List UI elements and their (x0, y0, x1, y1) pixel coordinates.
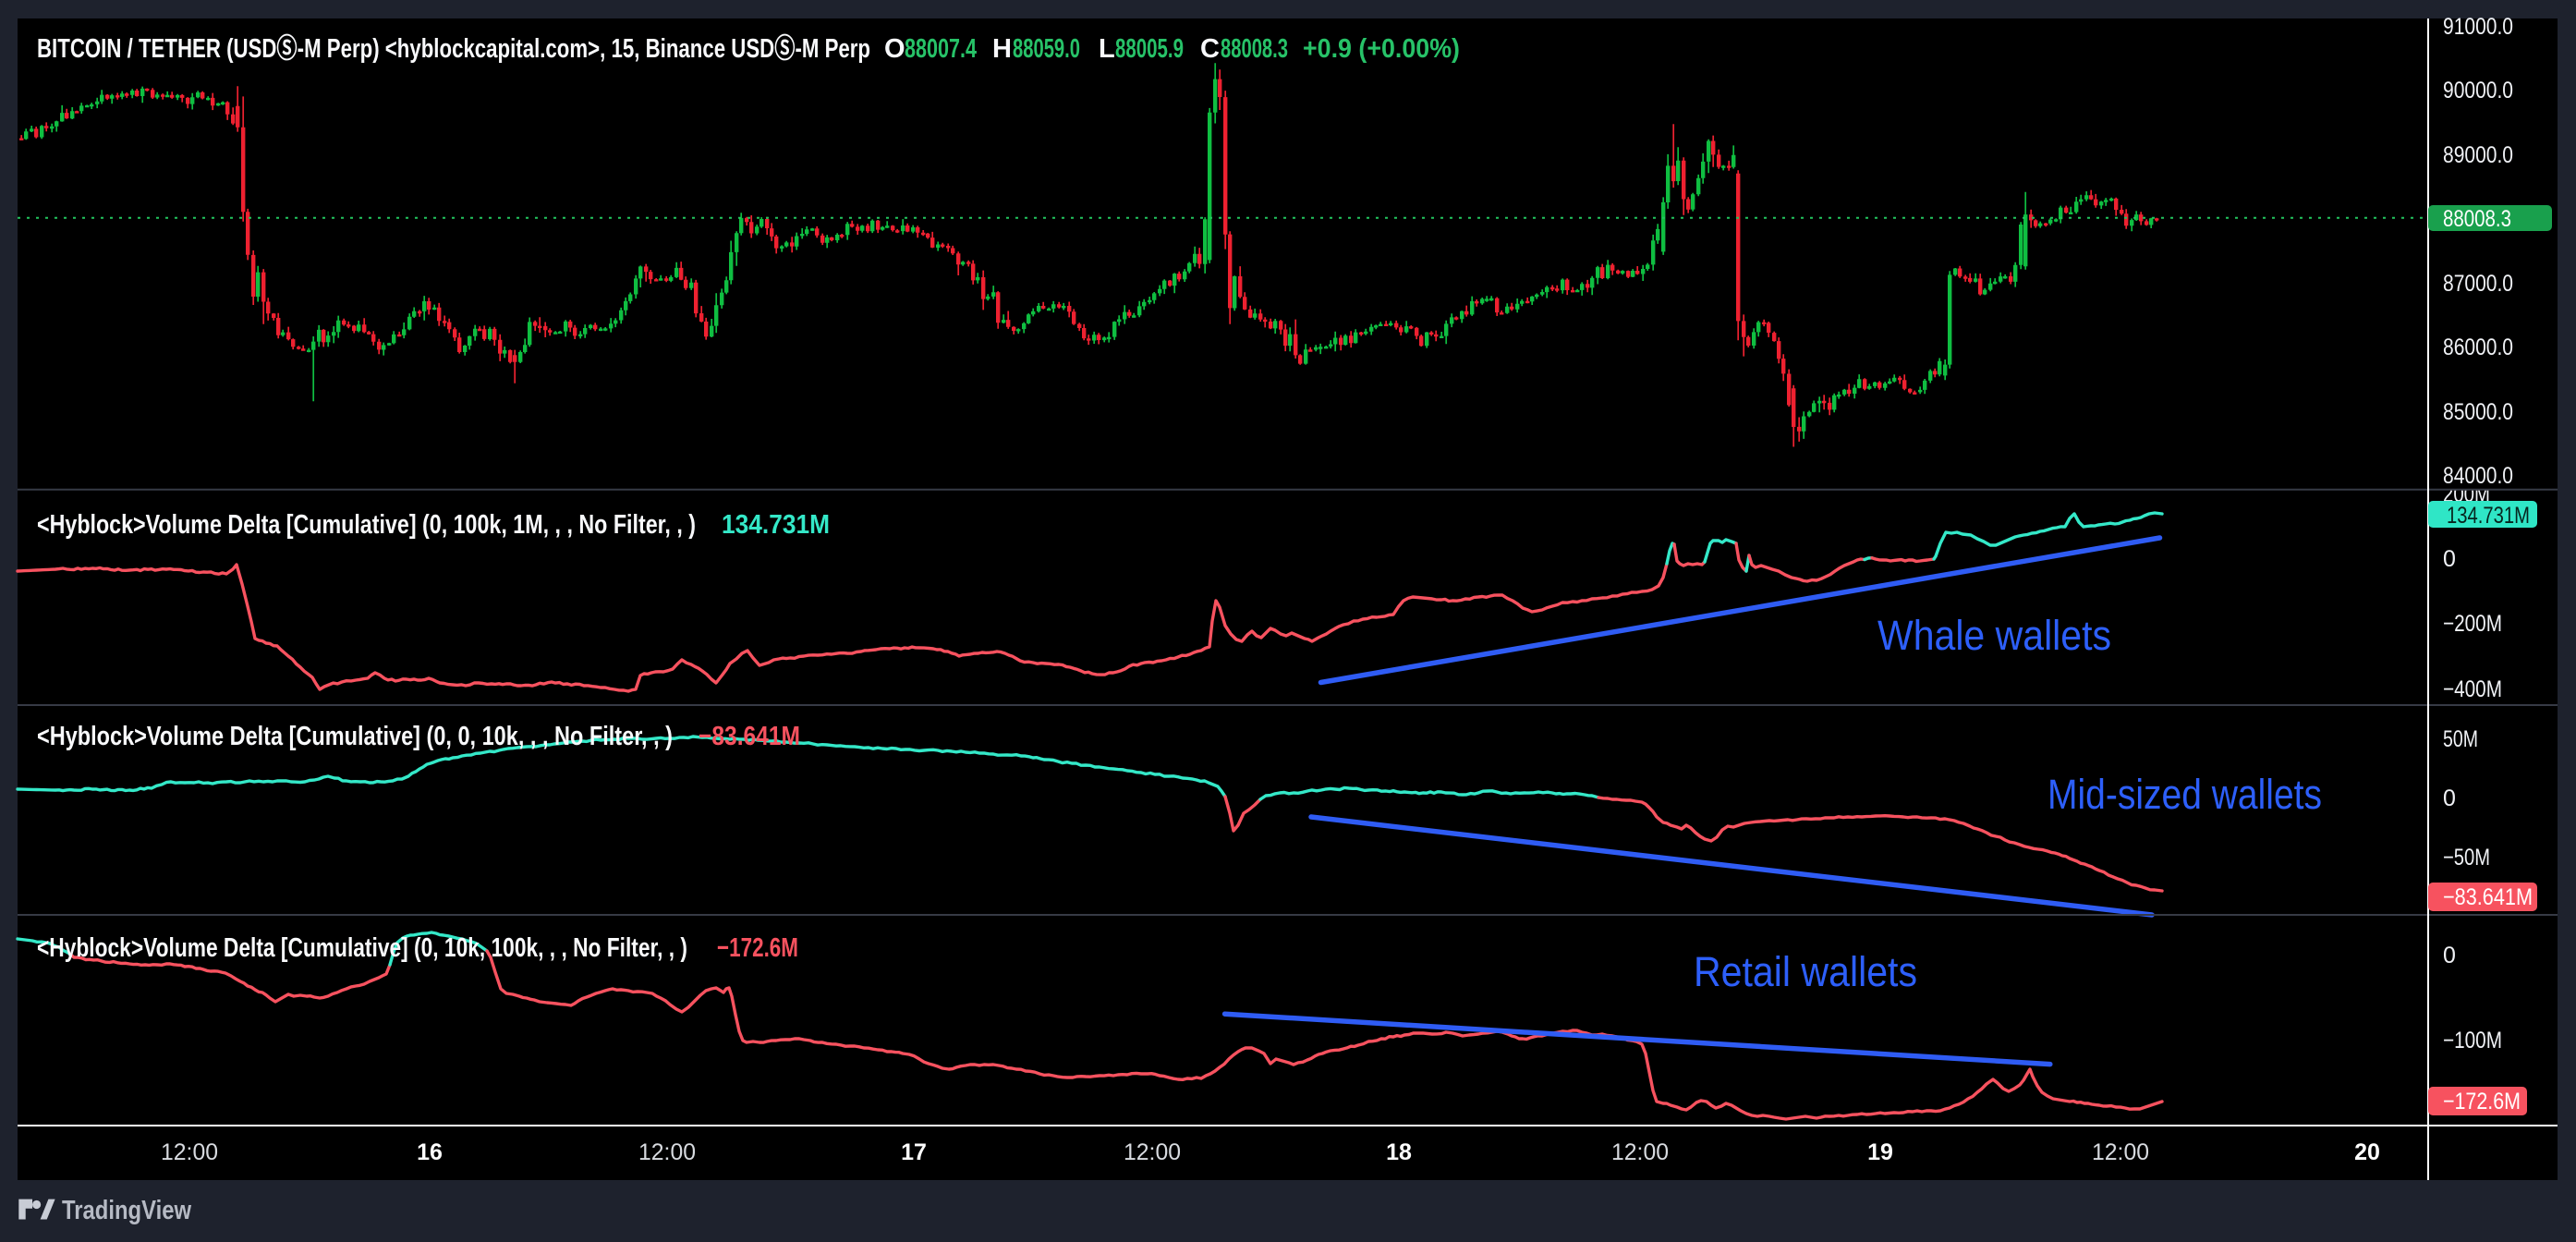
svg-text:87000.0: 87000.0 (2443, 271, 2513, 297)
svg-text:Retail wallets: Retail wallets (1694, 948, 1917, 995)
svg-text:50M: 50M (2443, 726, 2478, 752)
svg-text:134.731M: 134.731M (722, 510, 830, 540)
svg-text:TradingView: TradingView (62, 1196, 191, 1225)
svg-text:O: O (884, 34, 905, 64)
svg-text:84000.0: 84000.0 (2443, 463, 2513, 489)
svg-text:134.731M: 134.731M (2447, 503, 2530, 529)
svg-text:Whale wallets: Whale wallets (1877, 612, 2111, 659)
svg-text:Mid-sized wallets: Mid-sized wallets (2047, 771, 2322, 818)
svg-text:17: 17 (901, 1139, 927, 1165)
svg-text:H: H (992, 34, 1012, 64)
svg-text:88059.0: 88059.0 (1013, 34, 1080, 64)
svg-text:12:00: 12:00 (638, 1139, 696, 1165)
svg-text:88005.9: 88005.9 (1115, 34, 1184, 64)
svg-text:16: 16 (417, 1139, 443, 1165)
svg-text:12:00: 12:00 (161, 1139, 218, 1165)
svg-text:BITCOIN / TETHER (USDⓈ-M Perp): BITCOIN / TETHER (USDⓈ-M Perp) <hyblockc… (37, 33, 870, 64)
svg-text:12:00: 12:00 (2092, 1139, 2149, 1165)
svg-text:88007.4: 88007.4 (905, 34, 977, 64)
svg-text:−50M: −50M (2443, 845, 2490, 871)
svg-text:−200M: −200M (2443, 611, 2502, 637)
svg-text:0: 0 (2443, 943, 2456, 968)
svg-text:C: C (1200, 34, 1220, 64)
svg-text:91000.0: 91000.0 (2443, 14, 2513, 40)
svg-text:0: 0 (2443, 785, 2456, 811)
svg-text:−400M: −400M (2443, 676, 2502, 702)
svg-text:85000.0: 85000.0 (2443, 399, 2513, 425)
svg-text:88008.3: 88008.3 (1221, 34, 1288, 64)
svg-text:18: 18 (1386, 1139, 1412, 1165)
svg-text:90000.0: 90000.0 (2443, 78, 2513, 104)
svg-text:−83.641M: −83.641M (2443, 884, 2533, 910)
svg-text:20: 20 (2354, 1139, 2380, 1165)
svg-text:19: 19 (1867, 1139, 1893, 1165)
svg-text:+0.9 (+0.00%): +0.9 (+0.00%) (1303, 34, 1460, 64)
svg-text:89000.0: 89000.0 (2443, 142, 2513, 168)
svg-text:12:00: 12:00 (1611, 1139, 1669, 1165)
svg-text:12:00: 12:00 (1124, 1139, 1181, 1165)
svg-text:86000.0: 86000.0 (2443, 335, 2513, 360)
svg-text:−172.6M: −172.6M (2443, 1089, 2521, 1114)
svg-text:−172.6M: −172.6M (717, 933, 798, 963)
svg-text:<Hyblock>Volume Delta [Cumulat: <Hyblock>Volume Delta [Cumulative] (0, 1… (37, 933, 687, 963)
svg-text:L: L (1099, 34, 1115, 64)
svg-text:<Hyblock>Volume Delta [Cumulat: <Hyblock>Volume Delta [Cumulative] (0, 1… (37, 510, 696, 540)
svg-text:<Hyblock>Volume Delta [Cumulat: <Hyblock>Volume Delta [Cumulative] (0, 0… (37, 722, 673, 751)
svg-text:−100M: −100M (2443, 1028, 2502, 1053)
svg-text:88008.3: 88008.3 (2443, 206, 2511, 232)
svg-text:−83.641M: −83.641M (699, 722, 800, 751)
svg-text:0: 0 (2443, 546, 2456, 572)
